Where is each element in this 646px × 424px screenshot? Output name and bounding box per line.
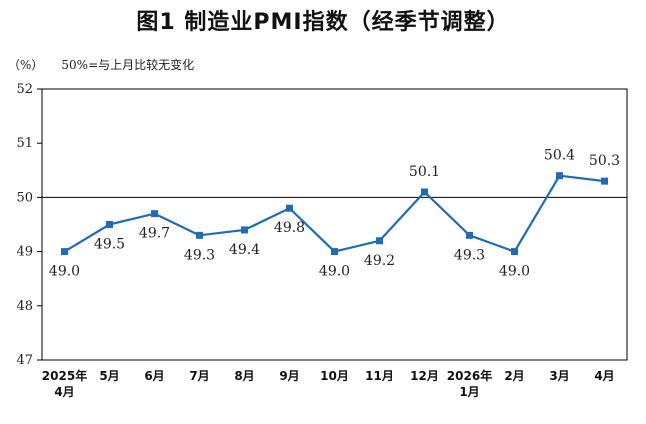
data-label: 50.3 xyxy=(589,153,620,169)
y-tick-label: 52 xyxy=(16,82,33,97)
data-point-marker xyxy=(151,210,158,218)
x-tick-label: 10月 xyxy=(320,369,349,383)
data-point-marker xyxy=(466,231,473,239)
x-tick-label: 4月 xyxy=(594,369,614,383)
x-tick-label: 2025年 4月 xyxy=(42,368,87,399)
data-point-marker xyxy=(196,231,203,239)
x-tick-label: 7月 xyxy=(189,369,209,383)
y-tick-label: 48 xyxy=(16,299,33,314)
y-unit-label: （%） xyxy=(8,58,44,72)
y-tick-label: 47 xyxy=(16,353,33,368)
data-label: 49.7 xyxy=(139,226,170,242)
chart-subtitle: （%） 50%=与上月比较无变化 xyxy=(8,56,194,73)
x-tick-label: 2026年 1月 xyxy=(447,368,492,399)
x-tick-label: 3月 xyxy=(549,369,569,383)
data-point-marker xyxy=(331,248,338,256)
data-point-marker xyxy=(61,248,68,256)
data-label: 49.2 xyxy=(364,253,395,269)
data-label: 50.4 xyxy=(544,148,575,164)
y-tick-label: 50 xyxy=(16,190,33,205)
data-point-marker xyxy=(421,188,428,196)
data-point-marker xyxy=(286,204,293,212)
data-label: 49.3 xyxy=(454,247,485,263)
data-label: 49.0 xyxy=(49,264,80,280)
x-tick-label: 2月 xyxy=(504,369,524,383)
data-label: 49.0 xyxy=(499,264,530,280)
data-point-marker xyxy=(511,248,518,256)
data-point-marker xyxy=(241,226,248,234)
x-tick-label: 8月 xyxy=(234,369,254,383)
plot-frame xyxy=(41,88,628,361)
x-tick-label: 5月 xyxy=(99,369,119,383)
data-label: 49.0 xyxy=(319,264,350,280)
data-label: 49.3 xyxy=(184,247,215,263)
x-tick-label: 11月 xyxy=(365,369,394,383)
data-point-marker xyxy=(106,221,113,228)
data-label: 49.4 xyxy=(229,242,260,258)
data-label: 49.8 xyxy=(274,220,305,236)
data-label: 49.5 xyxy=(94,237,125,253)
x-tick-label: 6月 xyxy=(144,369,164,383)
data-point-marker xyxy=(376,237,383,245)
data-point-marker xyxy=(601,177,608,185)
data-label: 50.1 xyxy=(409,164,440,180)
x-tick-label: 12月 xyxy=(410,369,439,383)
x-tick-label: 9月 xyxy=(279,369,299,383)
y-tick-label: 49 xyxy=(16,245,33,260)
y-tick-label: 51 xyxy=(16,136,33,151)
data-point-marker xyxy=(556,172,563,180)
reference-note: 50%=与上月比较无变化 xyxy=(61,58,195,72)
chart-title: 图1 制造业PMI指数（经季节调整） xyxy=(136,10,510,35)
